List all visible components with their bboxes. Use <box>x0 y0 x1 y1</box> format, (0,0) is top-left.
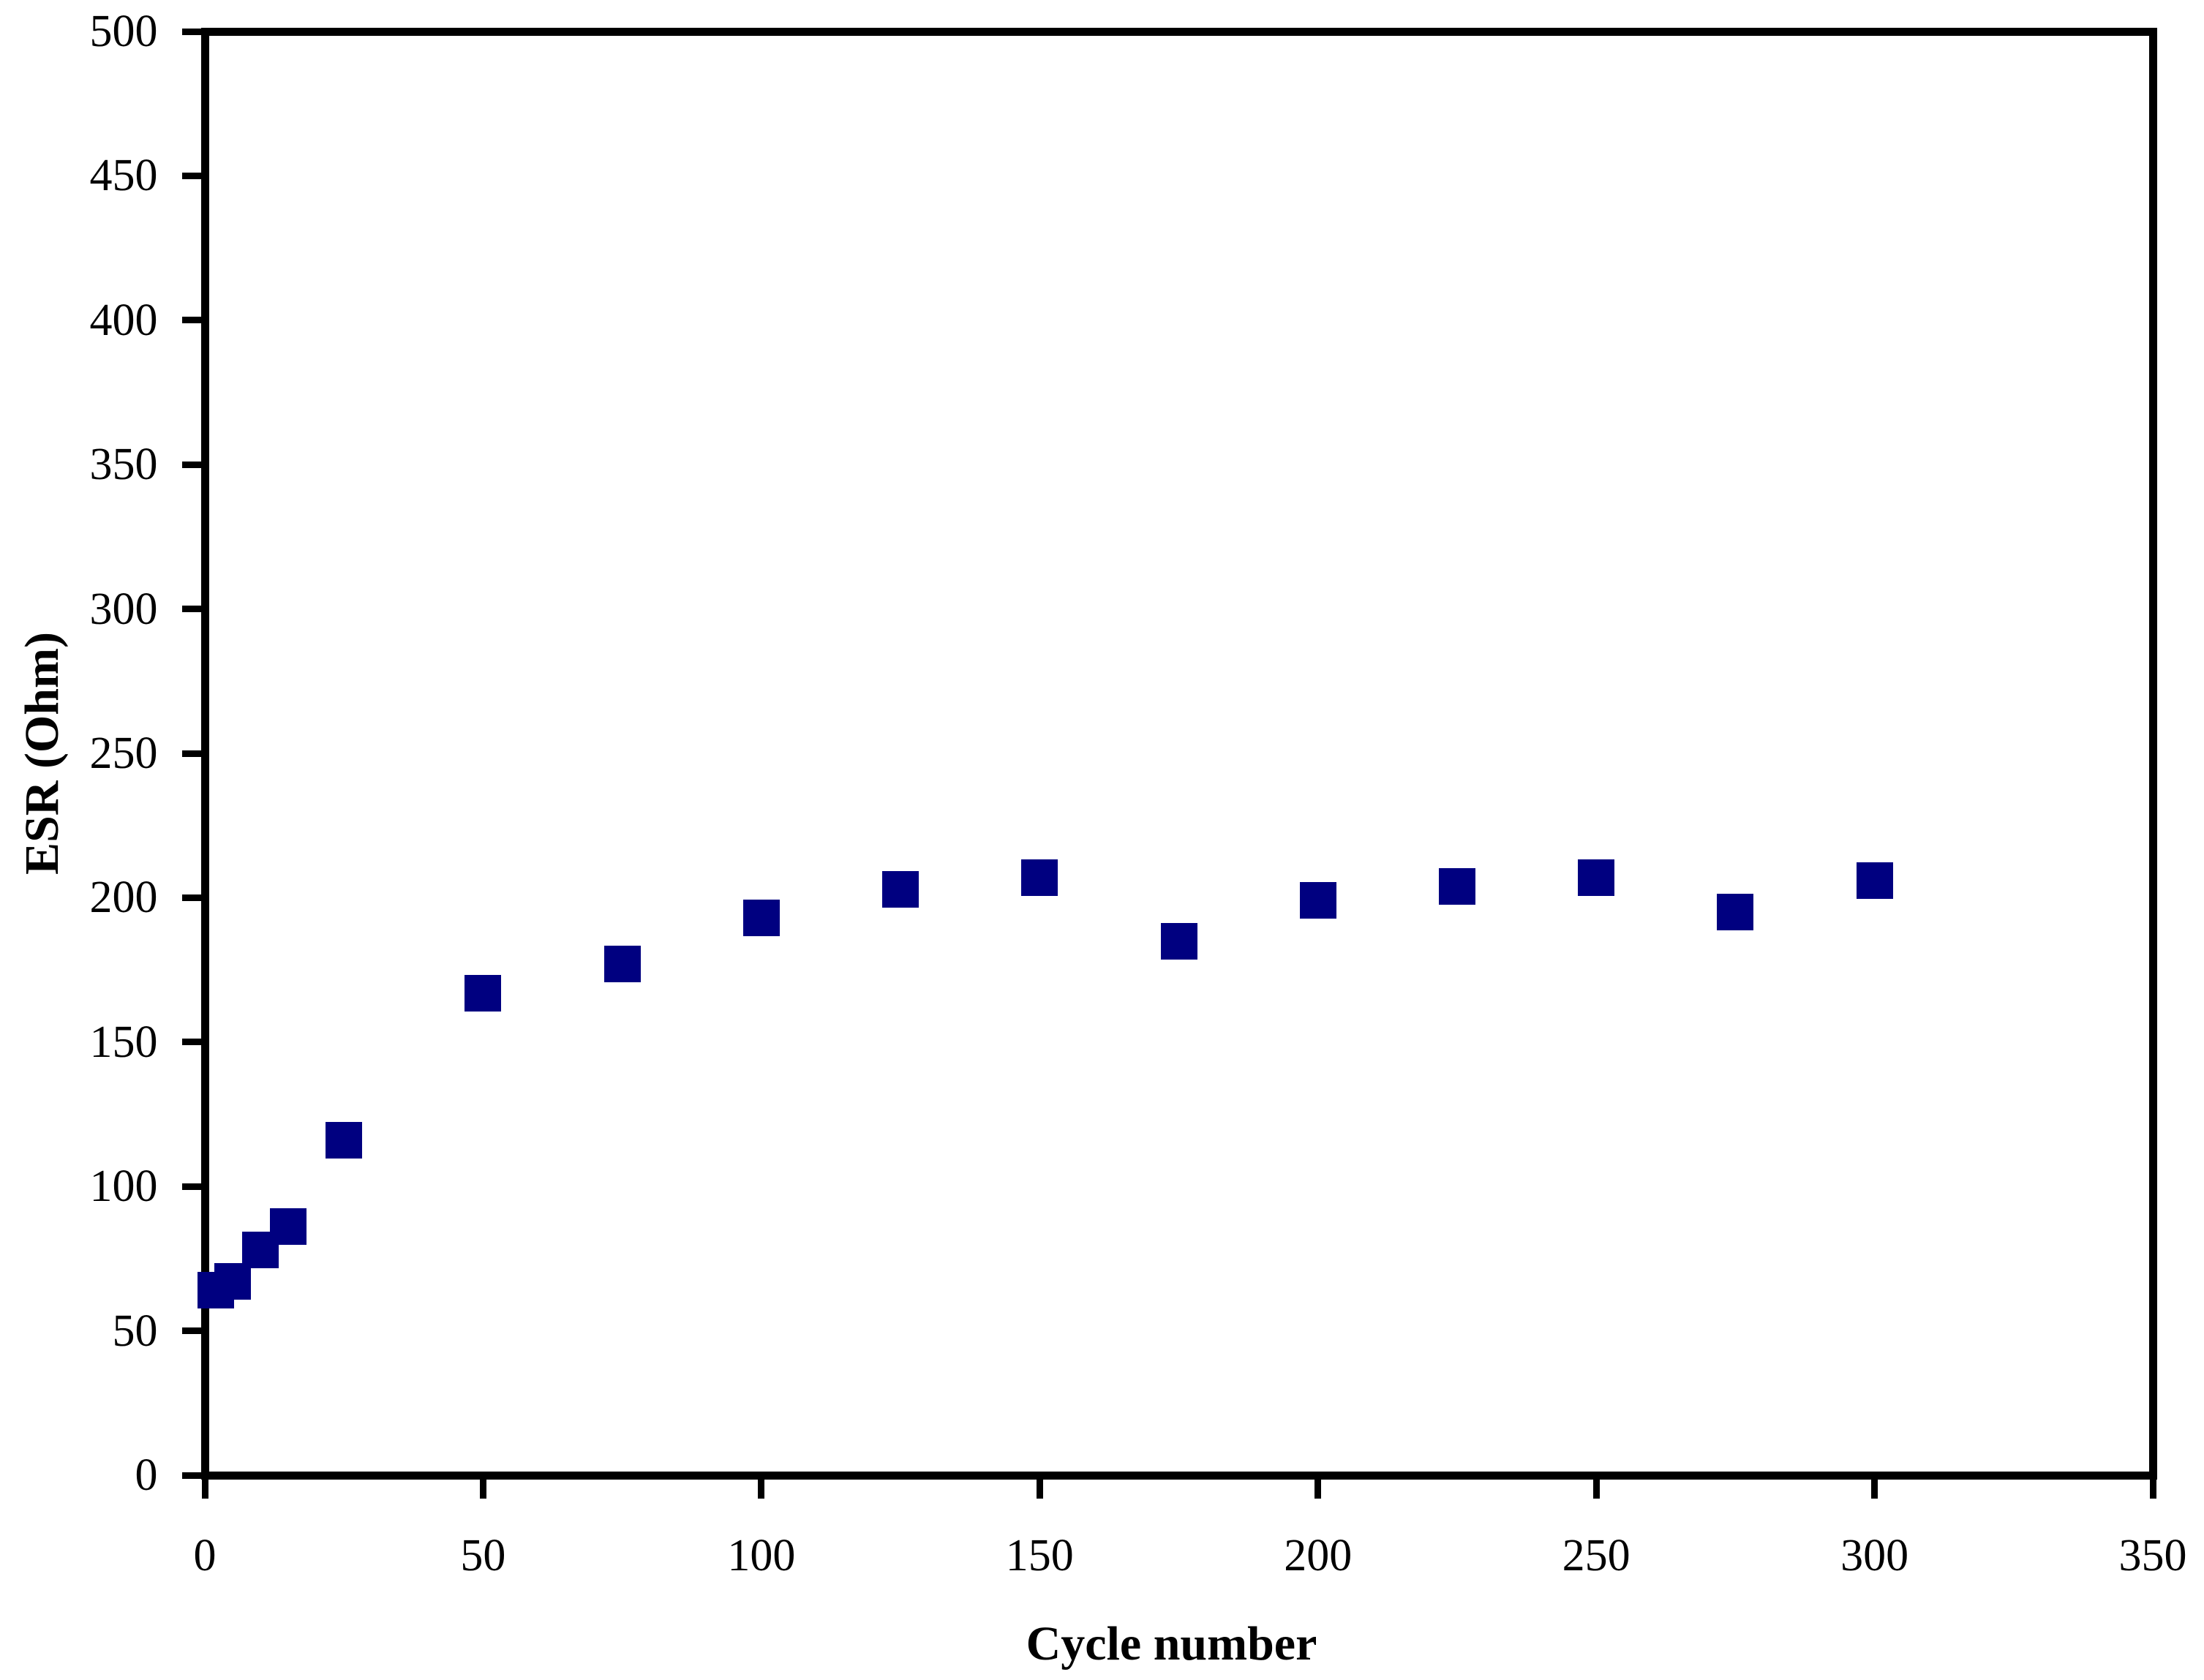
y-tick-label: 100 <box>89 1161 158 1212</box>
y-axis-title: ESR (Ohm) <box>15 632 69 875</box>
plot-area <box>200 27 2157 1480</box>
x-tick-mark <box>1871 1479 1878 1499</box>
data-point-marker <box>1578 859 1615 896</box>
x-tick-label: 100 <box>727 1531 796 1581</box>
y-tick-label: 350 <box>89 440 158 490</box>
data-point-marker <box>1438 867 1475 905</box>
y-tick-mark <box>181 1327 201 1335</box>
data-point-marker <box>742 900 780 937</box>
y-tick-label: 200 <box>89 873 158 923</box>
data-point-marker <box>270 1208 307 1246</box>
data-point-marker <box>214 1263 252 1300</box>
y-tick-label: 150 <box>89 1017 158 1067</box>
data-point-marker <box>1299 882 1336 919</box>
data-point-marker <box>1856 862 1893 899</box>
x-tick-mark <box>201 1479 208 1499</box>
x-tick-mark <box>1036 1479 1043 1499</box>
y-tick-mark <box>181 461 201 468</box>
y-tick-label: 250 <box>89 728 158 778</box>
data-point-marker <box>1021 859 1058 896</box>
x-tick-label: 300 <box>1840 1531 1909 1581</box>
y-tick-label: 450 <box>89 151 158 201</box>
x-tick-mark <box>1314 1479 1322 1499</box>
x-tick-mark <box>2149 1479 2156 1499</box>
data-point-marker <box>326 1122 363 1159</box>
y-tick-label: 50 <box>112 1306 158 1356</box>
x-tick-mark <box>758 1479 765 1499</box>
y-tick-mark <box>181 894 201 901</box>
x-tick-mark <box>479 1479 486 1499</box>
x-axis-title: Cycle number <box>1026 1617 1317 1670</box>
x-tick-label: 350 <box>2118 1531 2187 1581</box>
x-tick-mark <box>1592 1479 1600 1499</box>
x-tick-label: 50 <box>460 1531 506 1581</box>
y-tick-mark <box>181 606 201 613</box>
y-tick-label: 500 <box>89 7 158 56</box>
data-point-marker <box>1160 922 1197 960</box>
x-tick-label: 150 <box>1005 1531 1074 1581</box>
y-tick-label: 300 <box>89 584 158 634</box>
data-point-marker <box>465 974 502 1012</box>
data-point-marker <box>1717 894 1754 931</box>
y-tick-mark <box>181 1039 201 1046</box>
y-tick-mark <box>181 1472 201 1479</box>
x-tick-label: 0 <box>193 1531 217 1581</box>
y-tick-mark <box>181 750 201 757</box>
x-tick-label: 250 <box>1562 1531 1631 1581</box>
y-tick-label: 400 <box>89 295 158 345</box>
data-point-marker <box>603 946 641 983</box>
y-tick-mark <box>181 317 201 324</box>
y-tick-label: 0 <box>135 1450 158 1500</box>
y-tick-mark <box>181 28 201 35</box>
y-tick-mark <box>181 1183 201 1190</box>
y-tick-mark <box>181 172 201 179</box>
data-point-marker <box>882 870 919 908</box>
x-tick-label: 200 <box>1284 1531 1353 1581</box>
